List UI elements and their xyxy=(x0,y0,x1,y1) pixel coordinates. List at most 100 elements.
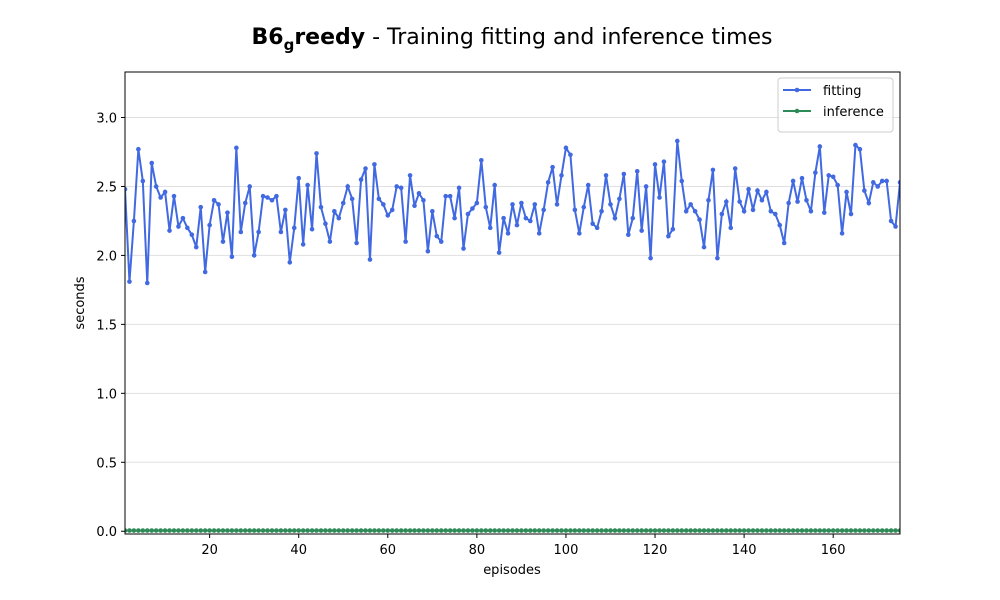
legend-label: inference xyxy=(823,105,884,120)
point xyxy=(746,186,751,192)
point xyxy=(519,528,524,533)
point xyxy=(296,175,302,181)
point xyxy=(447,528,453,533)
point xyxy=(737,199,742,204)
point xyxy=(398,528,404,533)
point xyxy=(759,528,765,533)
point xyxy=(131,528,137,533)
point xyxy=(474,200,480,206)
point xyxy=(514,222,520,228)
point xyxy=(781,240,787,246)
point xyxy=(394,184,399,189)
point xyxy=(510,202,515,207)
legend-box xyxy=(777,77,894,133)
point xyxy=(830,174,836,180)
point xyxy=(866,528,872,533)
point xyxy=(701,244,707,250)
point xyxy=(125,528,128,533)
point xyxy=(314,528,319,533)
point xyxy=(572,528,578,533)
point xyxy=(870,180,876,185)
y-tick-label: 3.0 xyxy=(96,112,117,127)
point xyxy=(528,218,533,224)
point xyxy=(853,528,858,533)
x-tick-label: 80 xyxy=(469,543,486,558)
point xyxy=(590,528,595,533)
point xyxy=(862,188,867,193)
point xyxy=(363,528,368,533)
point xyxy=(710,528,716,533)
point xyxy=(389,207,395,213)
point xyxy=(715,528,720,533)
point xyxy=(568,152,573,158)
point xyxy=(216,202,221,207)
point xyxy=(291,225,297,231)
point xyxy=(741,528,747,533)
point xyxy=(875,184,881,189)
point xyxy=(496,528,502,533)
point xyxy=(755,188,760,193)
point xyxy=(456,185,462,191)
point xyxy=(835,182,840,188)
point xyxy=(737,528,742,533)
chart-title: B6greedy - Training fitting and inference… xyxy=(251,25,772,54)
point xyxy=(211,197,217,203)
point xyxy=(305,528,310,533)
point xyxy=(144,280,150,286)
point xyxy=(381,528,386,533)
point xyxy=(706,197,711,203)
point xyxy=(839,231,845,236)
point xyxy=(202,528,208,533)
point xyxy=(612,528,618,533)
point xyxy=(421,528,426,533)
point xyxy=(425,248,431,254)
point xyxy=(309,226,315,232)
point xyxy=(278,229,284,235)
point xyxy=(193,244,199,250)
x-tick-label: 160 xyxy=(821,543,846,558)
point xyxy=(291,528,297,533)
point xyxy=(452,215,457,221)
point xyxy=(608,202,613,207)
point xyxy=(376,528,382,533)
point xyxy=(528,528,533,533)
point xyxy=(581,528,587,533)
point xyxy=(158,195,163,200)
point xyxy=(875,528,881,533)
y-tick-label: 0.0 xyxy=(96,525,117,540)
point xyxy=(447,193,453,199)
point xyxy=(821,528,827,533)
point xyxy=(514,528,520,533)
point xyxy=(176,528,181,533)
point xyxy=(207,222,212,228)
point xyxy=(198,528,204,533)
point xyxy=(772,528,778,533)
point xyxy=(790,528,796,533)
point xyxy=(617,528,622,533)
point xyxy=(461,528,466,533)
legend-marker xyxy=(794,87,800,93)
point xyxy=(225,528,230,533)
point xyxy=(879,528,885,533)
point xyxy=(674,528,680,533)
point xyxy=(817,528,823,533)
point xyxy=(452,528,457,533)
point xyxy=(501,215,506,221)
point xyxy=(265,195,270,200)
point xyxy=(180,528,186,533)
point xyxy=(581,204,587,210)
point xyxy=(786,528,791,533)
point xyxy=(127,528,132,533)
point xyxy=(804,528,809,533)
x-tick-label: 120 xyxy=(643,543,668,558)
point xyxy=(167,528,172,533)
point xyxy=(741,208,747,214)
point xyxy=(821,210,827,215)
point xyxy=(336,528,342,533)
point xyxy=(888,528,894,533)
point xyxy=(367,528,373,533)
point xyxy=(844,189,849,195)
y-tick-label: 2.0 xyxy=(96,249,117,264)
point xyxy=(603,528,609,533)
x-tick-label: 140 xyxy=(732,543,757,558)
